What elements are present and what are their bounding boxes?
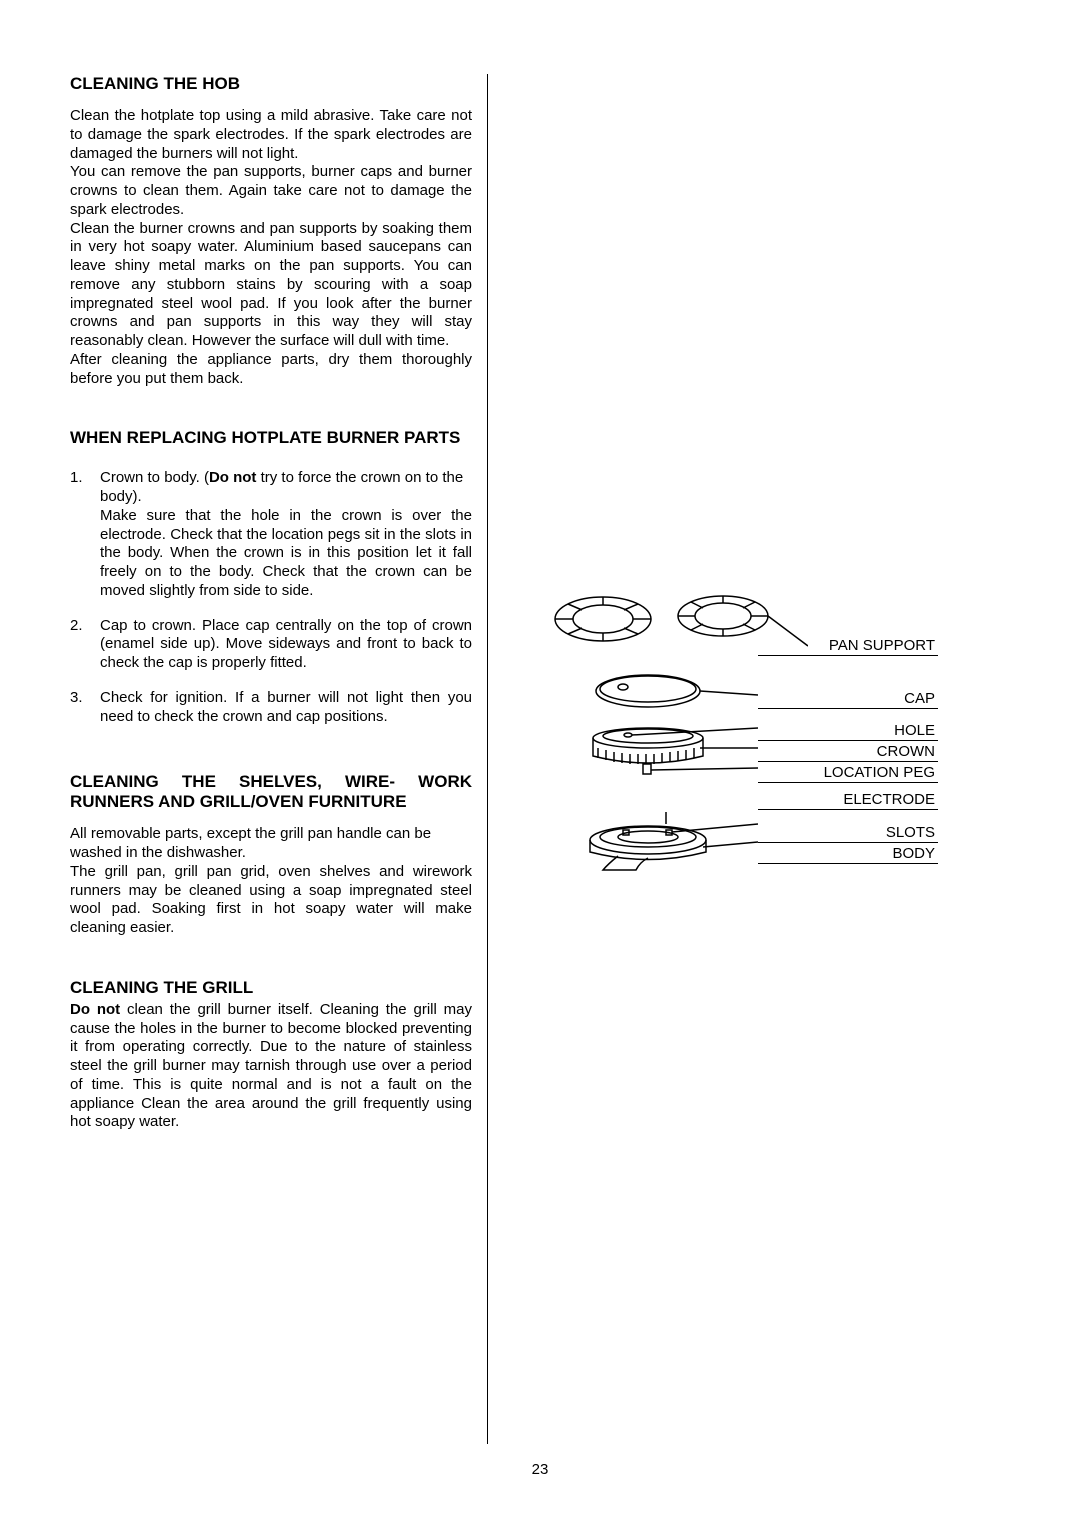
list-content-3: Check for ignition. If a burner will not…: [100, 689, 472, 727]
electrode-labels: ELECTRODE: [758, 791, 938, 812]
page-number: 23: [0, 1461, 1080, 1478]
grill-p1-bold: Do not: [70, 1001, 120, 1018]
shelves-title: CLEANING THE SHELVES, WIRE- WORK RUNNERS…: [70, 772, 472, 812]
diagram-row-pansupport: PAN SUPPORT: [548, 574, 938, 664]
list-item-1: 1. Crown to body. (Do not try to force t…: [70, 469, 472, 600]
cap-labels: CAP: [758, 690, 938, 711]
item1-line1-bold: Do not: [209, 469, 256, 486]
burner-diagram: PAN SUPPORT: [548, 574, 938, 877]
grill-p1-rest: clean the grill burner itself. Cleaning …: [70, 1001, 472, 1131]
label-location-peg: LOCATION PEG: [758, 764, 938, 783]
cap-icon: [548, 667, 758, 715]
right-column: PAN SUPPORT: [548, 74, 968, 1444]
item1-line1-a: Crown to body. (: [100, 469, 209, 486]
label-body: BODY: [758, 845, 938, 864]
page-container: CLEANING THE HOB Clean the hotplate top …: [0, 0, 1080, 1528]
shelves-p2: The grill pan, grill pan grid, oven shel…: [70, 863, 472, 938]
spacer: [70, 938, 472, 978]
electrode-spacer: [548, 792, 758, 812]
columns: CLEANING THE HOB Clean the hotplate top …: [70, 74, 1010, 1444]
list-num-1: 1.: [70, 469, 88, 600]
label-electrode: ELECTRODE: [758, 791, 938, 810]
spacer: [70, 461, 472, 469]
label-slots: SLOTS: [758, 824, 938, 843]
left-column: CLEANING THE HOB Clean the hotplate top …: [70, 74, 472, 1444]
spacer: [70, 742, 472, 772]
hob-p1: Clean the hotplate top using a mild abra…: [70, 107, 472, 163]
hob-p4: After cleaning the appliance parts, dry …: [70, 351, 472, 389]
label-pan-support: PAN SUPPORT: [758, 637, 938, 656]
grill-p1: Do not clean the grill burner itself. Cl…: [70, 1001, 472, 1132]
body-icon: [548, 812, 758, 877]
label-hole: HOLE: [758, 722, 938, 741]
item1-line2: Make sure that the hole in the crown is …: [100, 507, 472, 601]
item1-line1: Crown to body. (Do not try to force the …: [100, 469, 472, 507]
spacer: [70, 388, 472, 428]
hob-title: CLEANING THE HOB: [70, 74, 472, 94]
label-cap: CAP: [758, 690, 938, 709]
item2-line1: Cap to crown. Place cap centrally on the…: [100, 617, 472, 673]
list-content-2: Cap to crown. Place cap centrally on the…: [100, 617, 472, 673]
replacing-title: WHEN REPLACING HOTPLATE BURNER PARTS: [70, 428, 472, 448]
list-item-2: 2. Cap to crown. Place cap centrally on …: [70, 617, 472, 673]
hob-p3: Clean the burner crowns and pan supports…: [70, 220, 472, 351]
shelves-p1: All removable parts, except the grill pa…: [70, 825, 472, 863]
pan-support-icon: [548, 574, 758, 664]
crown-icon: [548, 718, 758, 788]
diagram-row-crown: HOLE CROWN LOCATION PEG: [548, 718, 938, 788]
diagram-row-electrode: ELECTRODE: [548, 791, 938, 812]
diagram-row-body: SLOTS BODY: [548, 812, 938, 877]
list-item-3: 3. Check for ignition. If a burner will …: [70, 689, 472, 727]
list-num-3: 3.: [70, 689, 88, 727]
pansupport-labels: PAN SUPPORT: [758, 637, 938, 658]
grill-title: CLEANING THE GRILL: [70, 978, 472, 998]
body-labels: SLOTS BODY: [758, 824, 938, 866]
label-crown: CROWN: [758, 743, 938, 762]
diagram-row-cap: CAP: [548, 667, 938, 715]
list-content-1: Crown to body. (Do not try to force the …: [100, 469, 472, 600]
column-divider: [487, 74, 488, 1444]
crown-labels: HOLE CROWN LOCATION PEG: [758, 722, 938, 785]
item3-line1: Check for ignition. If a burner will not…: [100, 689, 472, 727]
list-num-2: 2.: [70, 617, 88, 673]
hob-p2: You can remove the pan supports, burner …: [70, 163, 472, 219]
